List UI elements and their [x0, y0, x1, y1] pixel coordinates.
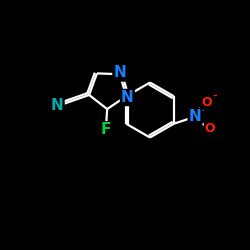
Text: F: F — [101, 122, 111, 137]
Text: -: - — [212, 91, 217, 101]
Text: N: N — [51, 98, 64, 113]
Text: O: O — [205, 122, 216, 135]
Text: +: + — [199, 103, 207, 113]
Text: N: N — [114, 66, 126, 80]
Text: N: N — [121, 90, 134, 105]
Text: O: O — [201, 96, 212, 108]
Text: N: N — [189, 109, 202, 124]
